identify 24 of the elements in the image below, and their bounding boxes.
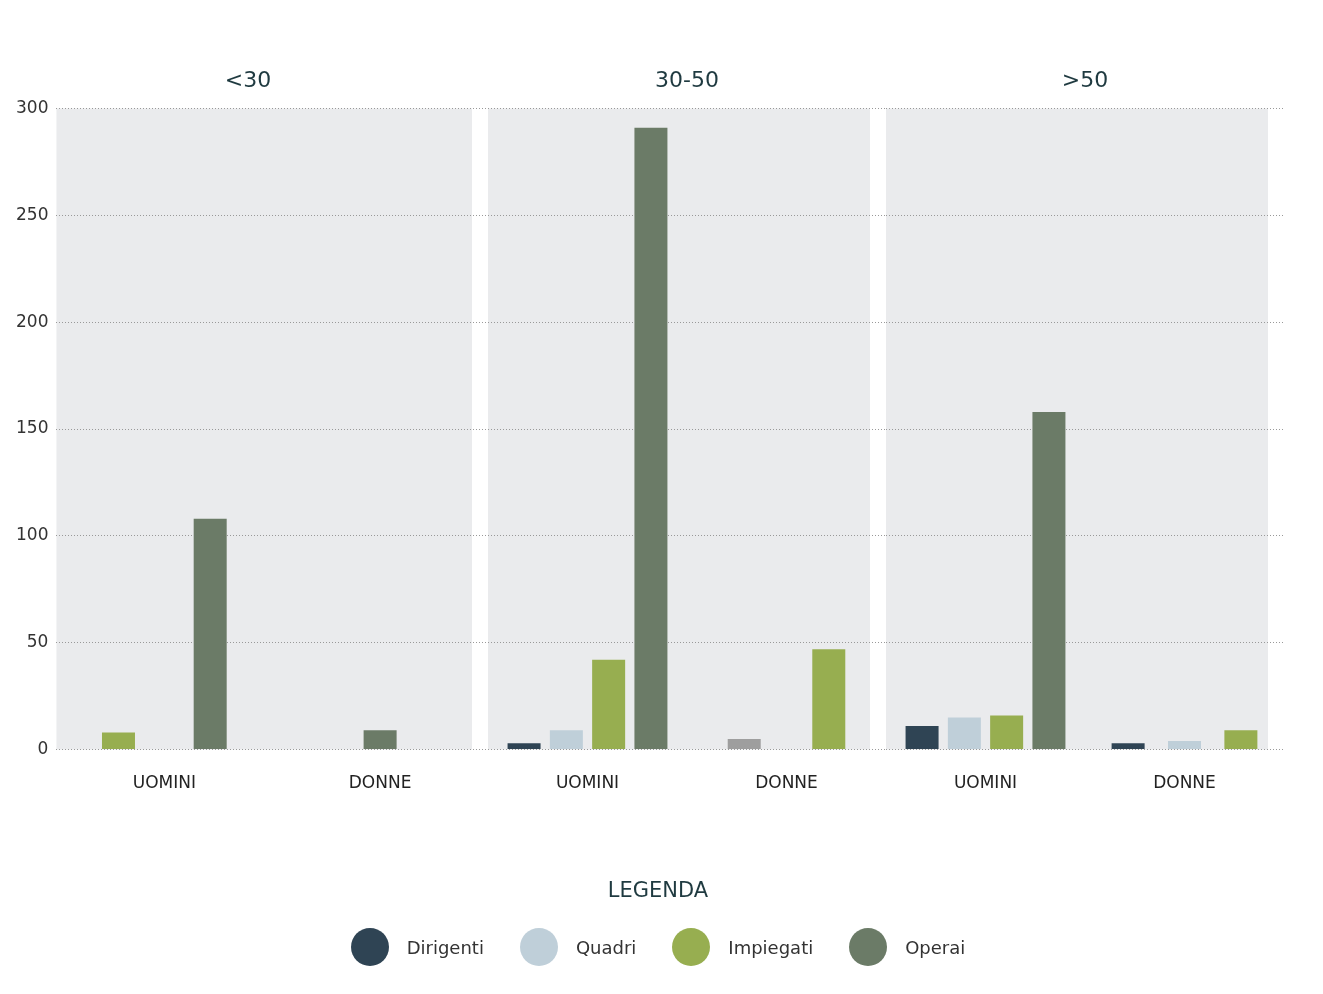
- y-tick-label: 150: [15, 417, 49, 438]
- y-tick-label: 50: [26, 631, 49, 652]
- chart-title: 30-50: [655, 66, 719, 92]
- x-tick-label: UOMINI: [132, 772, 196, 793]
- legend-label: Quadri: [575, 936, 637, 958]
- bar: [101, 732, 135, 750]
- x-tick-label: DONNE: [348, 772, 412, 793]
- x-tick-label: UOMINI: [953, 772, 1018, 793]
- bar: [193, 518, 227, 750]
- legend-label: Operai: [905, 936, 966, 958]
- legend-label: Impiegati: [728, 936, 814, 958]
- y-tick-label: 300: [15, 96, 49, 117]
- chart-title: >50: [1061, 66, 1109, 92]
- y-tick-label: 200: [15, 310, 49, 331]
- bar: [363, 730, 397, 750]
- x-tick-label: DONNE: [755, 772, 818, 793]
- y-tick-label: 250: [15, 203, 49, 224]
- y-tick-label: 100: [15, 524, 49, 545]
- legend-label: Dirigenti: [406, 936, 484, 958]
- x-tick-label: UOMINI: [555, 772, 620, 793]
- legend-title: LEGENDA: [607, 878, 709, 902]
- y-tick-label: 0: [37, 738, 49, 759]
- chart-title: <30: [224, 66, 272, 92]
- x-tick-label: DONNE: [1153, 772, 1216, 793]
